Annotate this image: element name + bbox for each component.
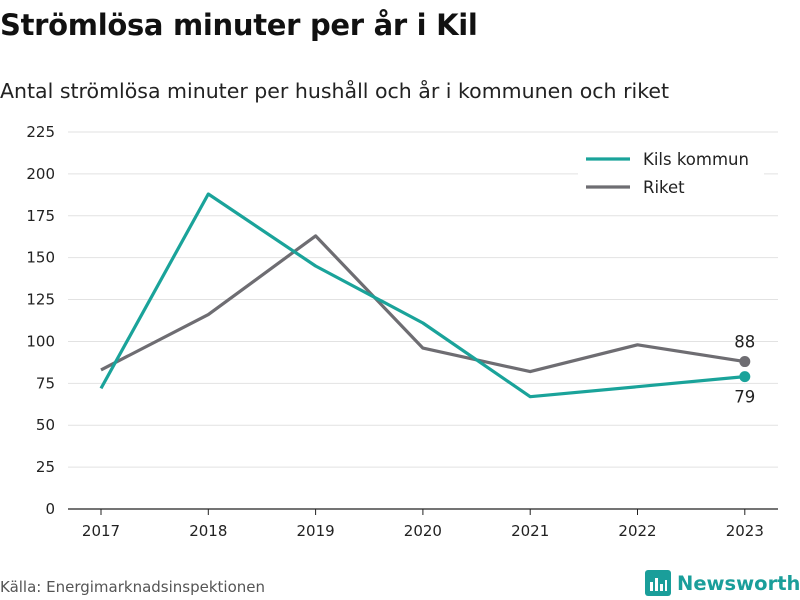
x-tick-label: 2022 [618, 522, 656, 540]
x-tick-label: 2023 [726, 522, 764, 540]
x-tick-label: 2018 [189, 522, 227, 540]
series-line-riket [100, 234, 746, 374]
y-tick-label: 175 [26, 207, 55, 225]
series-line-kils-kommun [99, 192, 745, 399]
chart-subtitle: Antal strömlösa minuter per hushåll och … [0, 79, 669, 103]
source-note: Källa: Energimarknadsinspektionen [0, 578, 266, 596]
x-tick-label: 2021 [511, 522, 549, 540]
y-tick-label: 25 [36, 458, 55, 476]
legend-label-kils-kommun: Kils kommun [643, 150, 749, 169]
y-tick-label: 0 [45, 500, 55, 518]
x-tick-label: 2017 [82, 522, 120, 540]
end-label-riket: 88 [734, 333, 755, 352]
bar-chart-icon [645, 570, 671, 596]
legend-background [578, 146, 764, 206]
y-tick-label: 125 [26, 291, 55, 309]
y-tick-label: 75 [36, 374, 55, 392]
x-axis: 2017 2018 2019 2020 2021 2022 2023 [82, 509, 764, 540]
end-point-kils-kommun [739, 371, 751, 383]
legend-label-riket: Riket [643, 178, 685, 197]
brand-name: Newsworthy [677, 571, 800, 595]
y-tick-label: 200 [26, 165, 55, 183]
x-tick-label: 2020 [404, 522, 442, 540]
chart-title: Strömlösa minuter per år i Kil [0, 8, 478, 42]
y-tick-label: 225 [26, 123, 55, 141]
y-tick-label: 100 [26, 332, 55, 350]
end-point-riket [739, 356, 751, 368]
brand-logo: Newsworthy [645, 570, 800, 596]
y-tick-label: 50 [36, 416, 55, 434]
y-tick-label: 150 [26, 249, 55, 267]
end-label-kils-kommun: 79 [734, 388, 755, 407]
y-axis-ticks: 0 25 50 75 100 125 150 175 200 225 [26, 123, 55, 518]
series-lines: 79 88 [99, 192, 755, 407]
x-tick-label: 2019 [297, 522, 335, 540]
legend: Kils kommun Riket [578, 146, 764, 206]
